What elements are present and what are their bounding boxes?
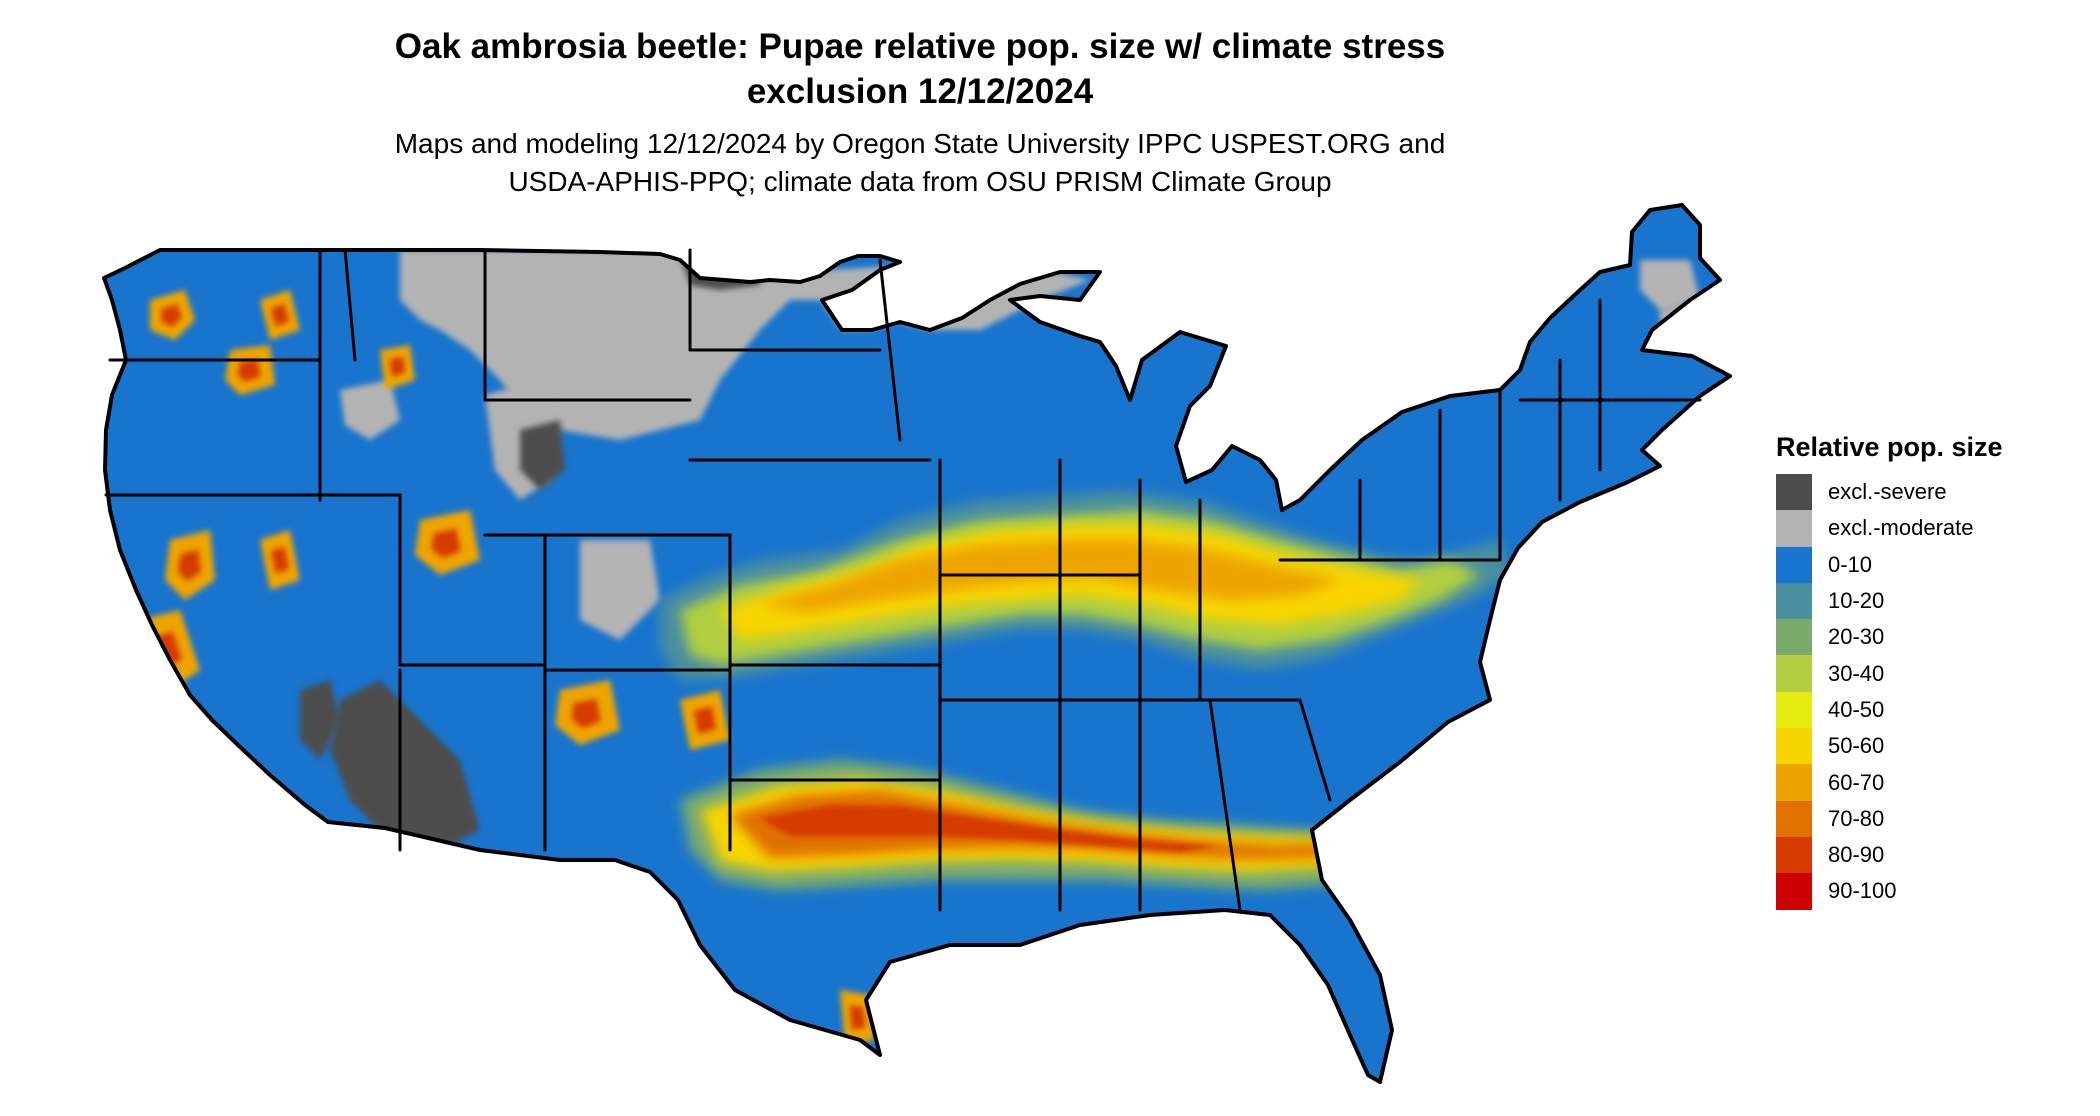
legend-label: 60-70 <box>1828 769 1885 795</box>
legend-label: 70-80 <box>1828 805 1885 831</box>
legend-item: excl.-severe <box>1776 474 2076 511</box>
map-subtitle-line-2: USDA-APHIS-PPQ; climate data from OSU PR… <box>508 166 1332 197</box>
legend-item: 20-30 <box>1776 619 2076 656</box>
band-80-90-west-patch <box>389 356 406 377</box>
legend-title: Relative pop. size <box>1776 432 2003 462</box>
band-80-90-south <box>760 805 1220 852</box>
state-boundary <box>1298 698 1332 802</box>
state-boundary <box>878 258 902 442</box>
band-80-90-west-patch <box>178 549 201 582</box>
legend-swatch <box>1776 691 1812 729</box>
excl-moderate-colorado <box>580 540 660 640</box>
legend-label: 30-40 <box>1828 660 1885 686</box>
legend-label: 90-100 <box>1828 878 1897 904</box>
state-boundary <box>343 248 357 362</box>
legend-item: 10-20 <box>1776 582 2076 620</box>
band-50-60-central <box>720 525 1420 640</box>
legend-label: 10-20 <box>1828 588 1885 614</box>
legend-label: 80-90 <box>1828 842 1885 868</box>
legend-item: 30-40 <box>1776 655 2076 692</box>
legend-item: 80-90 <box>1776 836 2076 874</box>
legend-label: 20-30 <box>1828 624 1885 650</box>
excl-severe-sw-ca <box>300 680 340 760</box>
legend-item: 40-50 <box>1776 691 2076 729</box>
legend-swatch <box>1776 619 1812 656</box>
map-subtitle-line-1: Maps and modeling 12/12/2024 by Oregon S… <box>394 128 1446 159</box>
band-80-90-west-patch <box>237 359 261 382</box>
legend-swatch <box>1776 836 1812 874</box>
band-80-90-west-patch <box>849 1005 866 1030</box>
legend-label: excl.-severe <box>1828 479 1947 505</box>
legend-label: excl.-moderate <box>1828 515 1974 541</box>
band-80-90-west-patch <box>271 303 289 327</box>
map-title-line-2: exclusion 12/12/2024 <box>746 72 1094 111</box>
legend-items: excl.-severe excl.-moderate 0-10 10-20 20-30… <box>1776 474 2076 910</box>
excl-moderate-idaho <box>340 380 400 440</box>
legend-swatch <box>1776 873 1812 910</box>
legend: Relative pop. size excl.-severe excl.-mod… <box>1776 430 2076 910</box>
band-80-90-west-patch <box>571 698 601 728</box>
legend-swatch <box>1776 728 1812 765</box>
map-title-line-1: Oak ambrosia beetle: Pupae relative pop.… <box>394 27 1446 66</box>
legend-item: 70-80 <box>1776 800 2076 837</box>
band-80-90-west-patch <box>431 528 461 558</box>
legend-item: 60-70 <box>1776 764 2076 801</box>
band-80-90-west-patch <box>271 546 289 574</box>
state-boundaries <box>104 248 1702 912</box>
legend-swatch <box>1776 474 1812 511</box>
excl-severe-sw-desert <box>330 680 480 850</box>
state-boundary <box>1208 698 1242 912</box>
legend-swatch <box>1776 764 1812 801</box>
legend-item: 0-10 <box>1776 546 2076 583</box>
excl-severe-wy <box>520 420 565 490</box>
legend-swatch <box>1776 546 1812 583</box>
legend-label: 40-50 <box>1828 696 1885 722</box>
legend-swatch <box>1776 800 1812 837</box>
legend-item: excl.-moderate <box>1776 510 2076 547</box>
band-80-90-west-patch <box>693 706 717 734</box>
band-80-90-west-patch <box>1306 1002 1327 1038</box>
legend-swatch <box>1776 582 1812 620</box>
legend-item: 90-100 <box>1776 873 2076 910</box>
legend-label: 0-10 <box>1828 551 1873 577</box>
legend-swatch <box>1776 655 1812 692</box>
legend-item: 50-60 <box>1776 728 2076 765</box>
legend-label: 50-60 <box>1828 733 1885 759</box>
legend-swatch <box>1776 510 1812 547</box>
band-80-90-west-patch <box>161 304 182 327</box>
country-outline <box>102 203 1732 1084</box>
excl-moderate-maine-north <box>1640 260 1700 312</box>
